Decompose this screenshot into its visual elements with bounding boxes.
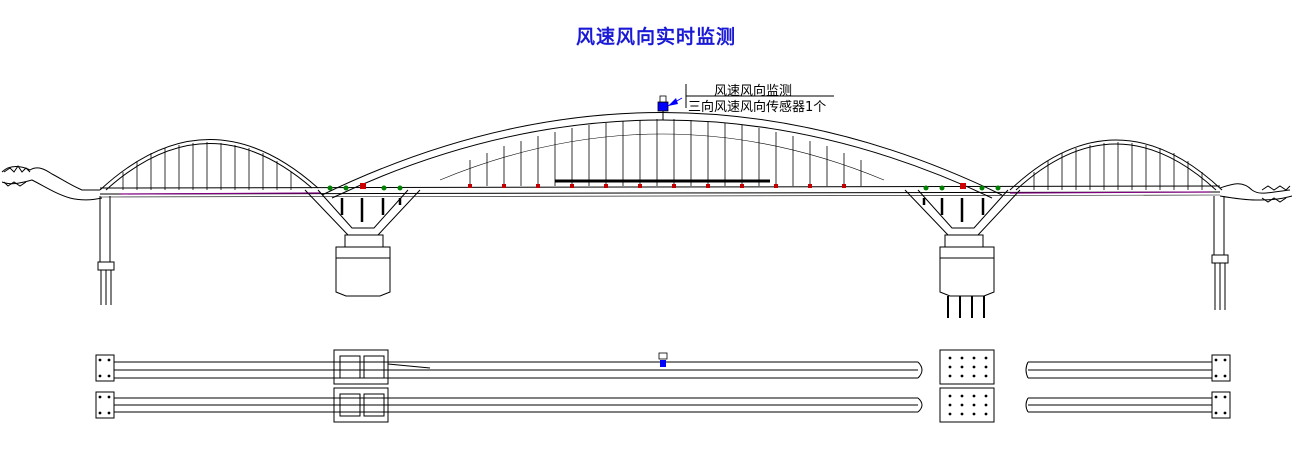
right-arch-hangers	[1033, 142, 1203, 190]
plan-deck-lower	[95, 387, 1231, 423]
callout-label-sensor: 三向风速风向传感器1个	[688, 100, 827, 115]
main-arch-hanger-markers	[468, 184, 846, 188]
dragon-head-icon	[1, 165, 103, 201]
left-main-pier	[304, 189, 421, 297]
left-arch-hangers	[122, 142, 292, 190]
main-arch-hangers	[469, 119, 862, 186]
elevation-view	[1, 84, 1293, 318]
deck-markers	[327, 185, 1001, 191]
joint-marker-left	[360, 183, 366, 189]
callout-label-monitoring: 风速风向监测	[714, 84, 793, 99]
plan-wind-sensor-icon[interactable]	[658, 352, 668, 367]
right-abutment	[1211, 196, 1229, 310]
plan-deck-upper	[95, 349, 1231, 385]
deck	[99, 179, 1221, 198]
deck-highlight-right	[1009, 191, 1211, 194]
plan-pile-caps	[98, 356, 1227, 416]
callout-leader	[667, 84, 834, 108]
joint-marker-right	[960, 183, 966, 189]
right-arch	[1009, 139, 1223, 191]
plan-view	[95, 349, 1231, 423]
page-title: 风速风向实时监测	[575, 26, 736, 48]
left-abutment	[97, 196, 115, 305]
main-arch	[321, 112, 1003, 199]
right-main-pier	[904, 189, 1021, 318]
left-arch	[99, 139, 319, 191]
wind-sensor-icon[interactable]	[657, 95, 669, 120]
deck-highlight-left	[119, 192, 321, 195]
dragon-tail-icon	[1219, 183, 1293, 203]
